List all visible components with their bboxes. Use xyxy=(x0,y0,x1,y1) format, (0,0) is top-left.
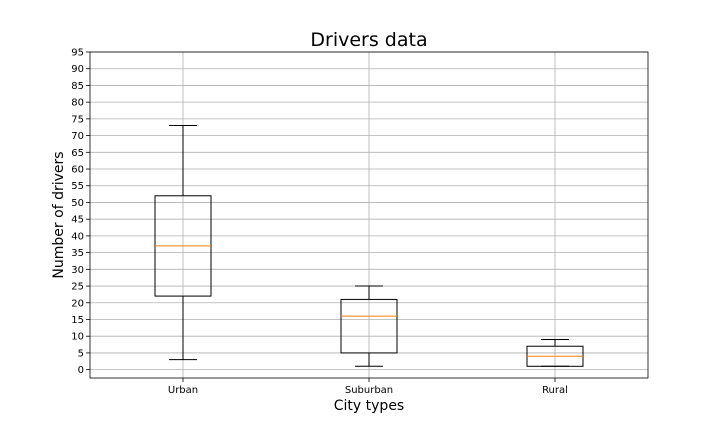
y-axis-label: Number of drivers xyxy=(51,151,67,278)
y-tick-label: 35 xyxy=(71,248,84,259)
y-tick-label: 50 xyxy=(71,198,84,209)
y-tick-label: 25 xyxy=(71,282,84,293)
x-axis-label: City types xyxy=(334,398,404,414)
y-tick-label: 85 xyxy=(71,81,84,92)
y-tick-label: 70 xyxy=(71,131,84,142)
y-tick-label: 15 xyxy=(71,315,84,326)
y-tick-label: 95 xyxy=(71,48,84,59)
y-tick-label: 55 xyxy=(71,181,84,192)
chart-title: Drivers data xyxy=(310,29,427,51)
box-urban xyxy=(154,125,212,361)
grid-layer xyxy=(90,51,648,378)
y-tick-label: 5 xyxy=(78,348,84,359)
y-tick-label: 60 xyxy=(71,165,84,176)
y-tick-label: 45 xyxy=(71,215,84,226)
box-suburban xyxy=(340,285,398,367)
y-tick-label: 0 xyxy=(78,365,84,376)
y-tick-label: 30 xyxy=(71,265,84,276)
iqr-box xyxy=(340,298,398,354)
y-tick-label: 10 xyxy=(71,332,84,343)
y-tick-label: 20 xyxy=(71,298,84,309)
y-tick-label: 40 xyxy=(71,231,84,242)
x-tick-label: Suburban xyxy=(345,385,393,396)
y-tick-label: 80 xyxy=(71,98,84,109)
y-tick-label: 75 xyxy=(71,114,84,125)
y-tick-label: 90 xyxy=(71,64,84,75)
y-axis-ticks: 0 5 10 15 20 25 30 35 40 45 50 55 60 65 70 75 80 85 90 95 xyxy=(71,48,90,376)
x-axis-ticks: Urban Suburban Rural xyxy=(168,378,568,396)
y-tick-label: 65 xyxy=(71,148,84,159)
x-tick-label: Rural xyxy=(542,385,568,396)
box-rural xyxy=(526,339,584,367)
x-tick-label: Urban xyxy=(168,385,198,396)
box-layer xyxy=(154,125,584,367)
